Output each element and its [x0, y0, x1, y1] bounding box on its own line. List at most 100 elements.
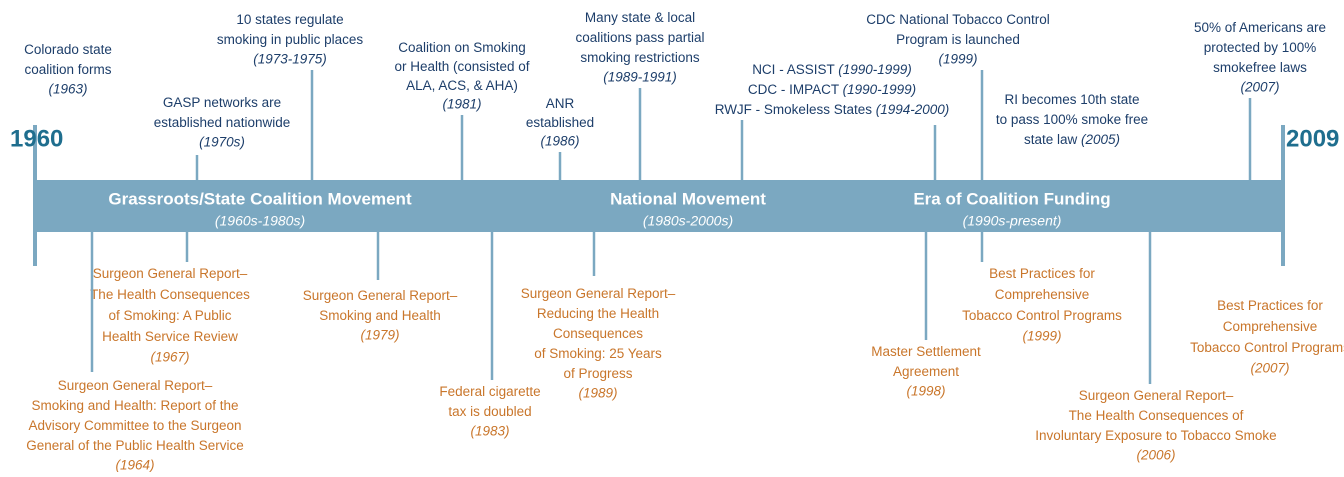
- event-text: of Smoking: 25 Years: [534, 346, 662, 361]
- event-line: Surgeon General Report–: [58, 378, 213, 393]
- event-text: Smoking and Health: Report of the: [31, 398, 238, 413]
- event-text: RWJF - Smokeless States (1994-2000): [715, 102, 950, 117]
- event-date: (1990-1999): [838, 62, 912, 77]
- event-date: (1986): [540, 134, 579, 149]
- event-text: Tobacco Control Programs: [1190, 340, 1344, 355]
- event-line: protected by 100%: [1204, 40, 1317, 55]
- event-date: (1979): [360, 328, 399, 343]
- event-text: coalitions pass partial: [575, 30, 704, 45]
- event-line: The Health Consequences: [90, 287, 250, 302]
- event-text: Agreement: [893, 364, 959, 379]
- event-line: smokefree laws: [1213, 60, 1307, 75]
- event-line: Agreement: [893, 364, 959, 379]
- event-date: (1967): [150, 350, 189, 365]
- event-line: Comprehensive: [1223, 319, 1318, 334]
- event-line: state law: [1024, 132, 1078, 147]
- event-line: coalition forms: [24, 62, 111, 77]
- event-line: Surgeon General Report–: [303, 288, 458, 303]
- event-line: 50% of Americans are: [1194, 20, 1326, 35]
- event-date: (1964): [115, 458, 154, 472]
- event-text: Comprehensive: [1223, 319, 1318, 334]
- event-text: Surgeon General Report–: [303, 288, 458, 303]
- event-text: smokefree laws: [1213, 60, 1307, 75]
- event-date: (2006): [1136, 448, 1175, 463]
- event-line: Program is launched: [896, 32, 1020, 47]
- event-text: Health Service Review: [102, 329, 238, 344]
- event-line: of Smoking: A Public: [108, 308, 231, 323]
- event-line: Coalition on Smoking: [398, 40, 526, 55]
- event-text: tax is doubled: [448, 404, 531, 419]
- event-text: Surgeon General Report–: [521, 286, 676, 301]
- event-text: RI becomes 10th state: [1004, 92, 1139, 107]
- event-date: (1990-1999): [843, 82, 917, 97]
- timeline-bar: [35, 180, 1283, 232]
- event-text: Best Practices for: [1217, 298, 1323, 313]
- event-line: established: [526, 115, 594, 130]
- event-date: (1981): [442, 97, 481, 112]
- event-text: Colorado state: [24, 42, 112, 57]
- event-line: Tobacco Control Programs: [962, 308, 1122, 323]
- event-line: Involuntary Exposure to Tobacco Smoke: [1035, 428, 1276, 443]
- event-text: NCI - ASSIST (1990-1999): [752, 62, 912, 77]
- event-date: (1973-1975): [253, 52, 327, 67]
- event-text: Federal cigarette: [439, 384, 540, 399]
- event-line: Surgeon General Report–: [1079, 388, 1234, 403]
- event-date: (1983): [470, 424, 509, 439]
- event-line: Smoking and Health: Report of the: [31, 398, 238, 413]
- event-text: Comprehensive: [995, 287, 1090, 302]
- event-text: Involuntary Exposure to Tobacco Smoke: [1035, 428, 1276, 443]
- event-text: established nationwide: [154, 115, 291, 130]
- event-date: (1989-1991): [603, 70, 677, 85]
- event-line: Advisory Committee to the Surgeon: [28, 418, 241, 433]
- event-text: coalition forms: [24, 62, 111, 77]
- event-text: The Health Consequences: [90, 287, 250, 302]
- band-title: Grassroots/State Coalition Movement: [108, 189, 412, 208]
- event-date: (1963): [48, 82, 87, 97]
- event-line: Smoking and Health: [319, 308, 441, 323]
- event-text: established: [526, 115, 594, 130]
- event-line: of Progress: [563, 366, 632, 381]
- start-year: 1960: [10, 125, 63, 152]
- event-text: Reducing the Health: [537, 306, 659, 321]
- event-text: Consequences: [553, 326, 643, 341]
- event-line: Surgeon General Report–: [521, 286, 676, 301]
- event-text: of Progress: [563, 366, 632, 381]
- event-text: 50% of Americans are: [1194, 20, 1326, 35]
- band-period: (1980s-2000s): [643, 213, 733, 229]
- event-text: ALA, ACS, & AHA): [406, 78, 518, 93]
- event-text: to pass 100% smoke free: [996, 112, 1148, 127]
- event-text: CDC National Tobacco Control: [866, 12, 1050, 27]
- event-text: Tobacco Control Programs: [962, 308, 1122, 323]
- event-line: General of the Public Health Service: [26, 438, 244, 453]
- event-text: Advisory Committee to the Surgeon: [28, 418, 241, 433]
- event-line: Reducing the Health: [537, 306, 659, 321]
- event-text: Smoking and Health: [319, 308, 441, 323]
- event-line: NCI - ASSIST: [752, 62, 834, 77]
- event-line: Comprehensive: [995, 287, 1090, 302]
- event-date: (2005): [1081, 132, 1120, 147]
- event-line: Tobacco Control Programs: [1190, 340, 1344, 355]
- event-text: Coalition on Smoking: [398, 40, 526, 55]
- event-date: (2007): [1250, 361, 1289, 376]
- event-text: state law (2005): [1024, 132, 1120, 147]
- event-line: ALA, ACS, & AHA): [406, 78, 518, 93]
- event-line: ANR: [546, 96, 575, 111]
- event-text: Best Practices for: [989, 266, 1095, 281]
- event-text: Many state & local: [585, 10, 695, 25]
- end-year: 2009: [1286, 125, 1339, 152]
- event-text: Surgeon General Report–: [93, 266, 248, 281]
- event-text: 10 states regulate: [236, 12, 343, 27]
- event-line: Master Settlement: [871, 344, 981, 359]
- event-date: (1989): [578, 386, 617, 401]
- event-line: tax is doubled: [448, 404, 531, 419]
- event-text: General of the Public Health Service: [26, 438, 244, 453]
- event-text: Program is launched: [896, 32, 1020, 47]
- event-line: Surgeon General Report–: [93, 266, 248, 281]
- event-line: GASP networks are: [163, 95, 281, 110]
- event-text: GASP networks are: [163, 95, 281, 110]
- event-line: 10 states regulate: [236, 12, 343, 27]
- event-text: smoking in public places: [217, 32, 364, 47]
- event-text: of Smoking: A Public: [108, 308, 231, 323]
